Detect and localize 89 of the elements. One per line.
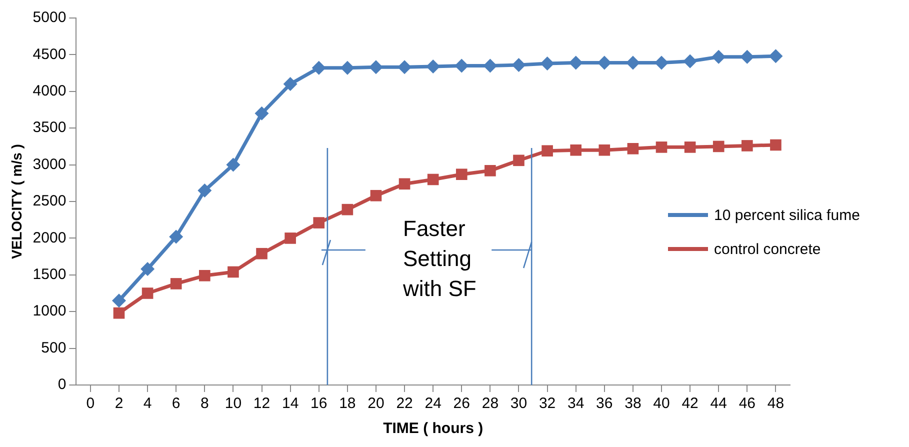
x-tick-label: 20 — [368, 395, 384, 412]
x-tick-label: 24 — [424, 395, 442, 412]
point — [456, 168, 468, 180]
y-tick-label: 2000 — [32, 229, 66, 246]
y-tick-label: 4000 — [32, 82, 66, 100]
point — [598, 144, 610, 156]
x-axis-title: TIME ( hours ) — [383, 420, 484, 438]
annotation: Faster Setting with SF — [403, 215, 478, 303]
point — [226, 158, 240, 172]
point — [626, 56, 640, 70]
point — [540, 56, 554, 71]
x-tick-label: 2 — [114, 395, 124, 412]
x-tick-label: 4 — [143, 395, 152, 412]
point — [342, 204, 354, 216]
point — [254, 106, 269, 120]
x-tick-label: 12 — [253, 395, 270, 412]
point — [398, 60, 412, 74]
x-tick-label: 8 — [200, 395, 209, 412]
point — [283, 77, 298, 92]
point — [170, 278, 182, 290]
point — [568, 56, 583, 70]
point — [313, 217, 325, 228]
point — [742, 140, 753, 152]
point — [427, 174, 439, 186]
point — [513, 154, 524, 166]
point — [370, 190, 382, 202]
point — [398, 178, 410, 190]
x-tick-label: 34 — [568, 395, 584, 412]
point — [426, 59, 440, 74]
point — [112, 294, 126, 308]
x-tick-label: 48 — [767, 395, 784, 412]
point — [483, 58, 498, 73]
x-tick-label: 44 — [710, 395, 727, 412]
x-tick-label: 40 — [653, 395, 670, 412]
y-axis-title: VELOCITY ( m/s ) — [8, 144, 24, 259]
y-tick-label: 1000 — [32, 302, 66, 320]
point — [142, 288, 154, 299]
point — [683, 54, 698, 68]
point — [542, 145, 553, 157]
point — [654, 56, 669, 70]
x-tick-label: 38 — [624, 395, 642, 412]
x-tick-label: 32 — [538, 395, 556, 412]
x-tick-label: 46 — [738, 395, 756, 412]
y-tick-label: 3500 — [32, 119, 66, 136]
x-tick-label: 6 — [172, 395, 180, 412]
point — [256, 248, 268, 260]
point — [284, 232, 296, 244]
y-tick-label: 2500 — [32, 192, 66, 210]
point — [140, 262, 155, 276]
point — [627, 142, 639, 154]
point — [199, 270, 210, 282]
y-tick-label: 3000 — [32, 156, 66, 173]
point — [570, 144, 582, 156]
x-tick-label: 22 — [396, 395, 413, 412]
y-tick-label: 5000 — [32, 9, 66, 26]
point — [113, 307, 125, 319]
x-tick-label: 0 — [86, 395, 95, 412]
point — [454, 58, 469, 73]
x-tick-label: 16 — [310, 395, 328, 412]
point — [656, 142, 668, 153]
y-tick-label: 1500 — [32, 266, 66, 284]
x-tick-label: 42 — [682, 395, 698, 412]
x-tick-label: 18 — [339, 395, 356, 412]
legend-label: 10 percent silica fume — [714, 206, 860, 224]
x-tick-label: 28 — [482, 395, 499, 412]
point — [512, 58, 526, 72]
point — [312, 60, 326, 75]
legend-label: control concrete — [714, 240, 821, 258]
point — [228, 266, 239, 278]
y-tick-label: 0 — [58, 376, 66, 394]
point — [768, 49, 783, 64]
point — [712, 140, 724, 152]
point — [740, 50, 754, 64]
point — [368, 60, 383, 74]
point — [484, 165, 496, 176]
point — [198, 183, 212, 198]
point — [712, 50, 726, 64]
x-tick-label: 14 — [282, 395, 299, 412]
y-tick-label: 4500 — [32, 46, 66, 63]
x-tick-label: 36 — [596, 395, 613, 412]
point — [684, 142, 696, 153]
y-tick-label: 500 — [41, 339, 66, 356]
point — [169, 230, 184, 244]
point — [770, 139, 782, 151]
x-tick-label: 10 — [224, 395, 242, 412]
point — [340, 60, 354, 75]
x-tick-label: 26 — [453, 395, 470, 412]
point — [597, 56, 612, 70]
x-tick-label: 30 — [510, 395, 528, 412]
